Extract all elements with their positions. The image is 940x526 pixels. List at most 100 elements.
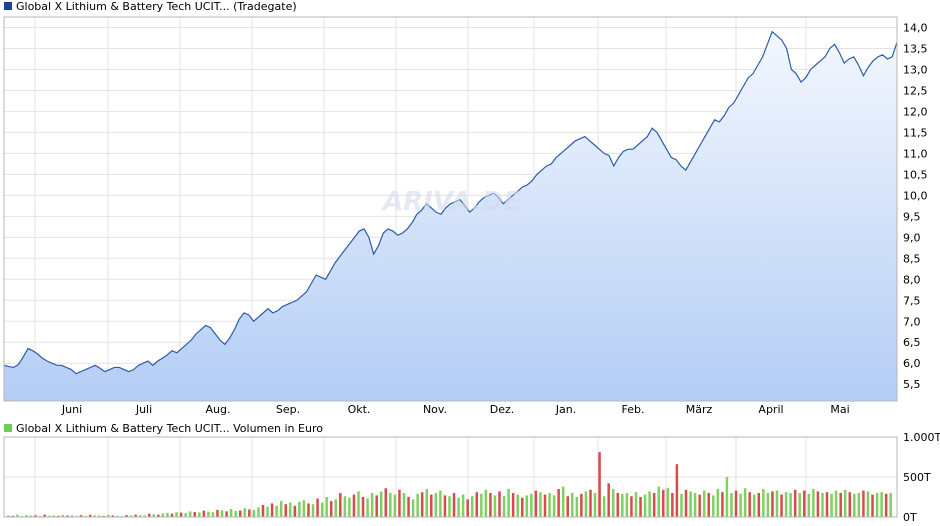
volume-bar xyxy=(752,494,756,517)
volume-bar xyxy=(470,496,474,517)
volume-bar xyxy=(311,504,315,517)
price-y-tick-label: 7,0 xyxy=(903,315,921,328)
volume-bar xyxy=(598,452,601,517)
volume-bar xyxy=(307,503,310,517)
volume-bar xyxy=(871,494,874,517)
price-y-tick-label: 12,0 xyxy=(903,105,928,118)
month-label: Mai xyxy=(830,403,849,416)
price-y-tick-label: 8,5 xyxy=(903,252,921,265)
volume-bar xyxy=(616,493,620,517)
volume-bar xyxy=(812,489,815,517)
volume-legend-swatch xyxy=(4,424,12,432)
volume-bar xyxy=(293,505,297,517)
volume-bar xyxy=(484,489,488,517)
price-y-tick-label: 11,0 xyxy=(903,147,928,160)
volume-bar xyxy=(534,490,538,517)
volume-bar xyxy=(216,509,219,517)
month-label: Juli xyxy=(135,403,152,416)
volume-bar xyxy=(789,493,792,517)
volume-bar xyxy=(775,490,779,517)
volume-bar xyxy=(743,488,747,517)
volume-bar xyxy=(716,489,720,517)
volume-bar xyxy=(238,510,242,517)
volume-bar xyxy=(111,515,115,517)
volume-bar xyxy=(79,515,83,517)
volume-bar xyxy=(821,493,824,517)
volume-bar xyxy=(66,515,69,517)
volume-bar xyxy=(279,501,283,517)
volume-bar xyxy=(166,513,169,517)
volume-bar xyxy=(188,511,192,517)
volume-bar xyxy=(480,493,483,517)
volume-bar xyxy=(771,491,774,517)
volume-bar xyxy=(680,493,683,517)
volume-bar xyxy=(384,488,388,517)
volume-bar xyxy=(862,490,865,517)
price-y-tick-label: 10,0 xyxy=(903,189,928,202)
volume-bar xyxy=(343,496,347,517)
volume-bar xyxy=(93,515,96,517)
volume-plot-frame xyxy=(3,436,898,518)
volume-bar xyxy=(334,499,338,517)
volume-bar xyxy=(175,512,178,517)
volume-bar xyxy=(848,492,852,517)
volume-bar xyxy=(698,494,701,517)
volume-bar xyxy=(116,515,119,517)
volume-bar xyxy=(184,513,187,517)
volume-bar xyxy=(393,494,397,517)
price-y-tick-label: 8,0 xyxy=(903,273,921,286)
volume-y-tick-label: 1.000T xyxy=(903,431,940,444)
volume-bar xyxy=(138,515,142,517)
volume-bar xyxy=(439,490,442,517)
price-y-tick-label: 6,5 xyxy=(903,336,921,349)
volume-bar xyxy=(657,486,660,517)
volume-bar xyxy=(88,514,92,517)
volume-bar xyxy=(211,512,215,517)
volume-bar xyxy=(634,492,638,517)
volume-bar xyxy=(284,504,287,517)
volume-bar xyxy=(793,489,797,517)
volume-bar xyxy=(348,497,351,517)
volume-bar xyxy=(148,513,151,517)
volume-bar xyxy=(889,493,892,517)
volume-bar xyxy=(625,493,629,517)
volume-bar xyxy=(557,489,560,517)
volume-bar xyxy=(525,495,529,517)
watermark: ARIVA.DE xyxy=(381,187,521,217)
volume-bar xyxy=(339,493,342,517)
volume-bar xyxy=(498,491,501,517)
volume-bar xyxy=(539,492,542,517)
volume-bar xyxy=(493,495,497,517)
volume-bar xyxy=(125,515,128,517)
volume-bar xyxy=(884,493,888,517)
volume-bar xyxy=(607,483,610,517)
volume-bar xyxy=(880,492,883,517)
volume-bar xyxy=(329,501,333,517)
volume-bar xyxy=(757,493,761,517)
volume-bar xyxy=(702,490,706,517)
volume-bar xyxy=(57,515,60,517)
volume-bar xyxy=(434,493,438,517)
volume-bar xyxy=(207,511,210,517)
volume-bar xyxy=(25,515,28,517)
volume-bar xyxy=(611,489,615,517)
volume-bar xyxy=(129,515,133,517)
volume-bar xyxy=(830,493,833,517)
volume-y-tick-label: 500T xyxy=(903,471,931,484)
volume-bar xyxy=(475,492,479,517)
volume-bar xyxy=(452,493,456,517)
volume-bar xyxy=(466,499,469,517)
volume-bar xyxy=(7,515,10,517)
volume-bar xyxy=(448,496,451,517)
volume-bar xyxy=(43,514,46,517)
volume-bar xyxy=(407,497,410,517)
volume-bar xyxy=(666,488,670,517)
volume-bar xyxy=(161,513,165,517)
volume-bar xyxy=(302,500,306,517)
volume-bar xyxy=(543,494,547,517)
volume-bar xyxy=(34,515,37,517)
volume-bar xyxy=(516,494,519,517)
month-label: Okt. xyxy=(348,403,371,416)
volume-bar xyxy=(411,499,415,517)
volume-bar xyxy=(370,493,374,517)
